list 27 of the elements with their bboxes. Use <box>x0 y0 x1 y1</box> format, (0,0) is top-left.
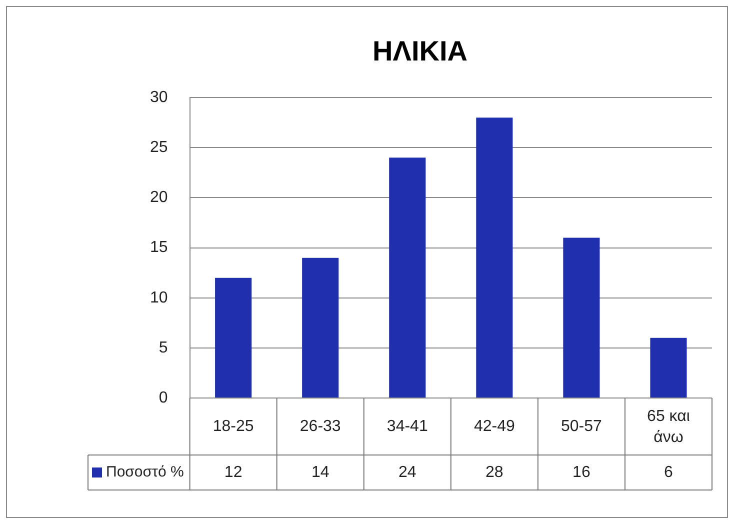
y-tick-label: 25 <box>150 139 168 156</box>
data-label: 16 <box>572 464 590 481</box>
x-tick-label: 65 και άνω <box>647 408 690 446</box>
bar <box>389 158 426 398</box>
data-label: 28 <box>486 464 504 481</box>
data-label: 6 <box>664 464 674 481</box>
data-label: 14 <box>311 464 330 481</box>
legend-label: Ποσοστό % <box>106 464 184 481</box>
data-label: 12 <box>224 464 242 481</box>
y-tick-label: 10 <box>150 289 168 306</box>
bar <box>476 118 513 398</box>
x-tick-label: 50-57 <box>560 418 602 435</box>
bar <box>650 338 687 398</box>
y-tick-label: 15 <box>150 239 168 256</box>
y-tick-label: 0 <box>158 389 168 406</box>
bar <box>302 258 339 398</box>
data-label: 24 <box>398 464 416 481</box>
chart-title: ΗΛΙΚΙΑ <box>372 36 468 67</box>
x-tick-label: 26-33 <box>300 418 341 435</box>
y-tick-label: 5 <box>158 339 168 356</box>
bar <box>563 238 600 398</box>
bar <box>215 278 252 398</box>
y-tick-label: 30 <box>150 89 168 106</box>
x-tick-label: 34-41 <box>386 418 428 435</box>
x-tick-label: 18-25 <box>212 418 254 435</box>
y-tick-label: 20 <box>150 189 168 206</box>
x-tick-label: 42-49 <box>474 418 515 435</box>
